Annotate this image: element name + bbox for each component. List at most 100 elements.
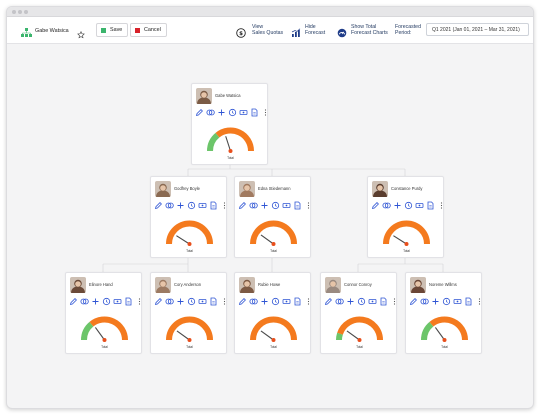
document-icon[interactable]	[425, 201, 436, 209]
show-total-forecast-charts-button[interactable]: Show Total Forecast Charts	[337, 22, 393, 39]
cancel-button[interactable]: Cancel	[130, 23, 167, 37]
coins-icon[interactable]	[248, 297, 259, 305]
period-label-line1: Forecasted	[395, 24, 421, 30]
document-icon[interactable]	[208, 297, 219, 305]
coins-icon[interactable]	[205, 108, 216, 116]
coins-icon[interactable]	[164, 297, 175, 305]
plus-icon[interactable]	[259, 201, 270, 209]
plus-icon[interactable]	[175, 297, 186, 305]
forecast-period-value: Q1 2021 (Jan 01, 2021 – Mar 31, 2021)	[432, 26, 520, 33]
more-icon[interactable]	[303, 297, 314, 305]
person-card[interactable]: Rubie Howe Total	[234, 272, 311, 354]
window-dot	[24, 10, 28, 14]
quota-icon: $	[236, 25, 246, 43]
clock-icon[interactable]	[441, 297, 452, 305]
coins-icon[interactable]	[164, 201, 175, 209]
star-icon[interactable]	[77, 26, 85, 44]
pencil-icon[interactable]	[370, 201, 381, 209]
gauge-label: Total	[403, 249, 410, 253]
person-card[interactable]: Noreme Willms Total	[405, 272, 482, 354]
clock-icon[interactable]	[186, 201, 197, 209]
plus-icon[interactable]	[175, 201, 186, 209]
clock-icon[interactable]	[270, 201, 281, 209]
clock-icon[interactable]	[101, 297, 112, 305]
plus-icon[interactable]	[392, 201, 403, 209]
person-card[interactable]: Elinore Hand Total	[65, 272, 142, 354]
pencil-icon[interactable]	[153, 201, 164, 209]
gauge-needle	[434, 327, 445, 341]
gauge-needle	[225, 136, 232, 152]
person-card[interactable]: Cory Anderson Total	[150, 272, 227, 354]
coins-icon[interactable]	[381, 201, 392, 209]
more-icon[interactable]	[260, 108, 271, 116]
view-sales-quotas-button[interactable]: $ View Sales Quotas	[236, 22, 288, 39]
more-icon[interactable]	[436, 201, 447, 209]
plus-icon[interactable]	[216, 108, 227, 116]
hide-forecast-button[interactable]: Hide Forecast	[291, 22, 335, 39]
pencil-icon[interactable]	[408, 297, 419, 305]
pencil-icon[interactable]	[237, 297, 248, 305]
money-icon[interactable]	[452, 297, 463, 305]
plus-icon[interactable]	[90, 297, 101, 305]
money-icon[interactable]	[238, 108, 249, 116]
plus-icon[interactable]	[430, 297, 441, 305]
person-name: Godfrey Boyle	[174, 186, 200, 191]
card-actions	[153, 297, 230, 305]
more-icon[interactable]	[389, 297, 400, 305]
coins-icon[interactable]	[334, 297, 345, 305]
pencil-icon[interactable]	[194, 108, 205, 116]
gauge-label: Total	[270, 249, 277, 253]
money-icon[interactable]	[197, 201, 208, 209]
document-icon[interactable]	[208, 201, 219, 209]
person-card[interactable]: Edna Stiedemann Total	[234, 176, 311, 258]
person-card[interactable]: Connor Conroy Total	[320, 272, 397, 354]
show-total-line2: Forecast Charts	[351, 30, 388, 36]
coins-icon[interactable]	[79, 297, 90, 305]
save-button[interactable]: Save	[96, 23, 129, 37]
clock-icon[interactable]	[186, 297, 197, 305]
more-icon[interactable]	[219, 201, 230, 209]
person-card[interactable]: Godfrey Boyle Total	[150, 176, 227, 258]
clock-icon[interactable]	[403, 201, 414, 209]
more-icon[interactable]	[219, 297, 230, 305]
document-icon[interactable]	[463, 297, 474, 305]
clock-icon[interactable]	[356, 297, 367, 305]
document-icon[interactable]	[249, 108, 260, 116]
money-icon[interactable]	[281, 201, 292, 209]
more-icon[interactable]	[303, 201, 314, 209]
org-chart-icon	[21, 25, 32, 43]
more-icon[interactable]	[134, 297, 145, 305]
money-icon[interactable]	[367, 297, 378, 305]
plus-icon[interactable]	[345, 297, 356, 305]
document-icon[interactable]	[123, 297, 134, 305]
pencil-icon[interactable]	[323, 297, 334, 305]
money-icon[interactable]	[281, 297, 292, 305]
pencil-icon[interactable]	[153, 297, 164, 305]
document-icon[interactable]	[292, 297, 303, 305]
gauge-needle	[176, 330, 190, 341]
person-card[interactable]: Gabe Watsica Total	[191, 83, 268, 165]
avatar	[372, 181, 388, 197]
gauge-needle	[260, 330, 274, 341]
coins-icon[interactable]	[248, 201, 259, 209]
forecast-period-select[interactable]: Q1 2021 (Jan 01, 2021 – Mar 31, 2021)	[426, 23, 529, 36]
coins-icon[interactable]	[419, 297, 430, 305]
svg-text:$: $	[239, 31, 243, 37]
gauge-arc-orange	[250, 316, 297, 341]
more-icon[interactable]	[474, 297, 485, 305]
clock-icon[interactable]	[227, 108, 238, 116]
money-icon[interactable]	[197, 297, 208, 305]
money-icon[interactable]	[414, 201, 425, 209]
pencil-icon[interactable]	[68, 297, 79, 305]
clock-icon[interactable]	[270, 297, 281, 305]
document-icon[interactable]	[378, 297, 389, 305]
document-icon[interactable]	[292, 201, 303, 209]
window-dot	[18, 10, 22, 14]
forecast-gauge	[250, 220, 297, 246]
money-icon[interactable]	[112, 297, 123, 305]
person-card[interactable]: Constance Purdy Total	[367, 176, 444, 258]
gauge-needle-hub	[102, 338, 107, 342]
card-actions	[370, 201, 447, 209]
plus-icon[interactable]	[259, 297, 270, 305]
pencil-icon[interactable]	[237, 201, 248, 209]
